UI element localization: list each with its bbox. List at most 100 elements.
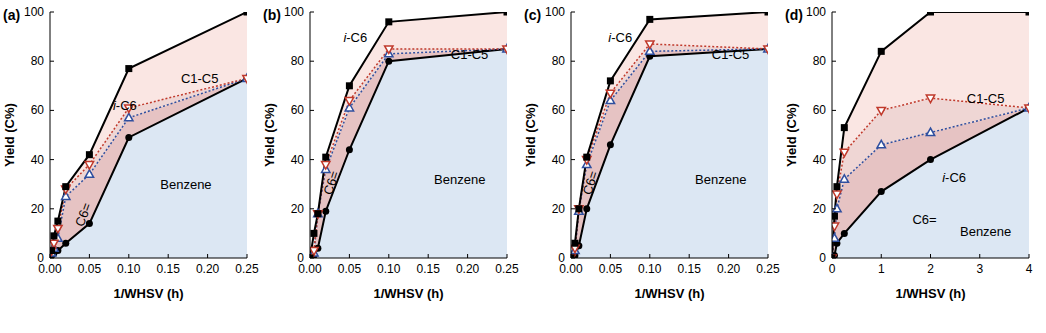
marker <box>86 151 93 158</box>
area <box>310 49 507 258</box>
label-part: -C6 <box>346 30 367 45</box>
area <box>571 44 768 258</box>
x-tick-label: 0.00 <box>559 262 583 276</box>
marker <box>832 255 836 258</box>
x-tick-label: 0.20 <box>196 262 220 276</box>
x-tick-label: 0.05 <box>78 262 102 276</box>
marker <box>833 183 840 190</box>
marker <box>832 255 836 259</box>
area <box>832 12 1029 258</box>
y-tick-label: 60 <box>291 103 305 117</box>
y-tick-label: 20 <box>31 202 45 216</box>
series-label: i-C6 <box>113 98 137 113</box>
line <box>832 108 1029 258</box>
marker <box>310 255 314 259</box>
marker <box>385 46 393 54</box>
marker <box>310 255 314 259</box>
marker <box>607 141 614 148</box>
panel: 020406080100012341/WHSV (h)Yield (C%)(d)… <box>784 5 1033 301</box>
x-tick-label: 0.00 <box>298 262 322 276</box>
line <box>310 12 507 258</box>
marker <box>840 175 848 183</box>
y-tick <box>50 159 54 160</box>
area <box>571 49 768 258</box>
y-tick <box>832 110 836 111</box>
y-tick-label: 20 <box>552 202 566 216</box>
panel-title: (a) <box>3 7 20 23</box>
y-tick <box>571 12 575 13</box>
marker <box>50 247 55 254</box>
marker <box>62 183 69 190</box>
line <box>832 108 1029 258</box>
marker <box>244 75 248 82</box>
x-tick <box>507 254 508 258</box>
marker <box>322 154 329 161</box>
line <box>310 49 507 258</box>
area <box>310 12 507 258</box>
marker <box>314 209 322 217</box>
y-tick <box>571 110 575 111</box>
marker <box>646 16 653 23</box>
x-tick <box>930 254 931 258</box>
marker <box>832 223 839 231</box>
marker <box>764 46 768 54</box>
x-tick <box>349 254 350 258</box>
marker <box>125 113 133 121</box>
marker <box>54 218 61 225</box>
marker <box>50 232 57 239</box>
y-tick <box>310 110 314 111</box>
x-axis-label: 1/WHSV (h) <box>634 286 704 301</box>
y-axis <box>832 12 833 258</box>
marker <box>310 230 317 237</box>
y-axis-label: Yield (C%) <box>262 103 277 167</box>
marker <box>926 95 934 103</box>
x-tick <box>571 254 572 258</box>
y-axis-label: Yield (C%) <box>784 103 799 167</box>
marker <box>125 65 132 72</box>
x-axis <box>571 258 768 259</box>
marker <box>54 225 62 233</box>
y-tick-label: 40 <box>552 153 566 167</box>
marker <box>841 124 848 131</box>
marker <box>878 188 885 195</box>
series-label: C1-C5 <box>967 91 1005 106</box>
marker <box>62 240 69 247</box>
series-label: C6= <box>72 201 94 229</box>
marker <box>646 41 654 49</box>
marker <box>504 12 508 16</box>
x-axis <box>50 258 247 259</box>
y-tick-label: 100 <box>284 5 304 19</box>
line <box>832 98 1029 258</box>
series-label: i-C6 <box>608 30 632 45</box>
marker <box>571 255 575 258</box>
x-axis <box>310 258 507 259</box>
panel: 0204060801000.000.050.100.150.200.251/WH… <box>262 5 519 301</box>
series-label: i-C6 <box>343 30 367 45</box>
line <box>52 12 247 251</box>
panel-title: (b) <box>263 7 281 23</box>
x-tick-label: 4 <box>1026 262 1033 276</box>
area <box>310 49 507 258</box>
series-label: Benzene <box>960 224 1011 239</box>
y-tick-label: 80 <box>291 54 305 68</box>
plot-area <box>310 12 507 258</box>
x-tick <box>467 254 468 258</box>
x-tick-label: 0.25 <box>495 262 519 276</box>
y-tick <box>50 208 54 209</box>
marker <box>878 48 885 55</box>
area <box>52 12 247 251</box>
marker <box>346 82 353 89</box>
y-tick-label: 80 <box>813 54 827 68</box>
marker <box>832 234 839 242</box>
y-tick-label: 80 <box>552 54 566 68</box>
marker <box>832 213 838 220</box>
marker <box>765 12 769 16</box>
marker <box>243 75 247 83</box>
marker <box>571 255 575 259</box>
marker <box>310 248 318 256</box>
y-tick <box>832 208 836 209</box>
label-part: -C6 <box>116 98 137 113</box>
label-part: -C6 <box>611 30 632 45</box>
x-tick-label: 0.10 <box>377 262 401 276</box>
panel-title: (c) <box>524 7 541 23</box>
